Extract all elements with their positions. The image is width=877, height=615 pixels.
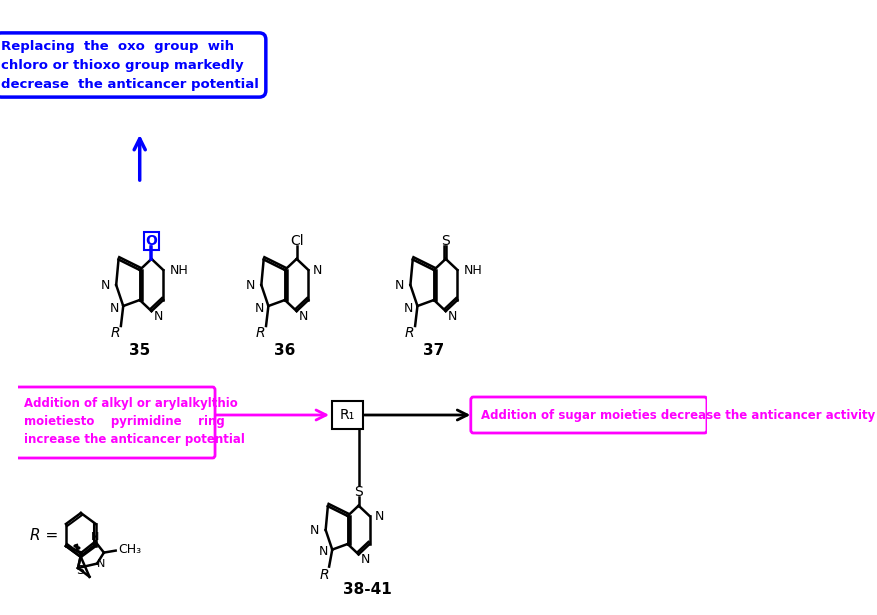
- Text: R: R: [404, 326, 414, 340]
- Text: N: N: [310, 523, 319, 536]
- Text: R: R: [319, 568, 329, 582]
- Text: Replacing  the  oxo  group  wih
chloro or thioxo group markedly
decrease  the an: Replacing the oxo group wih chloro or th…: [2, 39, 259, 90]
- Text: N: N: [246, 279, 254, 292]
- Text: 37: 37: [423, 343, 444, 357]
- Bar: [144, 232, 159, 250]
- Text: Addition of alkyl or arylalkylthio
moietiesto    pyrimidine    ring
increase the: Addition of alkyl or arylalkylthio moiet…: [25, 397, 245, 446]
- Text: N: N: [403, 301, 413, 314]
- Text: N: N: [91, 531, 99, 542]
- Text: S: S: [441, 234, 450, 248]
- Text: N: N: [447, 309, 457, 323]
- FancyBboxPatch shape: [332, 401, 363, 429]
- Text: 38-41: 38-41: [343, 582, 391, 597]
- Text: N: N: [318, 545, 328, 558]
- Text: N: N: [395, 279, 403, 292]
- Text: R: R: [111, 326, 120, 340]
- Text: N: N: [96, 558, 105, 569]
- Text: CH₃: CH₃: [118, 543, 141, 556]
- Text: 36: 36: [274, 343, 296, 357]
- Text: N: N: [374, 509, 383, 523]
- Text: Cl: Cl: [289, 234, 303, 248]
- Text: N: N: [153, 309, 163, 323]
- Text: N: N: [100, 279, 110, 292]
- Text: N: N: [255, 301, 264, 314]
- Text: N: N: [110, 301, 119, 314]
- Text: Addition of sugar moieties decrease the anticancer activity: Addition of sugar moieties decrease the …: [481, 408, 874, 421]
- Text: R: R: [255, 326, 265, 340]
- FancyBboxPatch shape: [16, 387, 215, 458]
- Text: 35: 35: [129, 343, 150, 357]
- Text: NH: NH: [463, 263, 482, 277]
- Text: O: O: [146, 234, 157, 248]
- Text: NH: NH: [169, 263, 188, 277]
- Text: R₁: R₁: [339, 408, 355, 422]
- Text: S: S: [76, 565, 84, 577]
- Text: N: N: [313, 263, 322, 277]
- Text: R =: R =: [30, 528, 58, 542]
- FancyBboxPatch shape: [470, 397, 706, 433]
- Text: N: N: [299, 309, 308, 323]
- Text: S: S: [353, 485, 362, 499]
- Text: N: N: [360, 553, 370, 566]
